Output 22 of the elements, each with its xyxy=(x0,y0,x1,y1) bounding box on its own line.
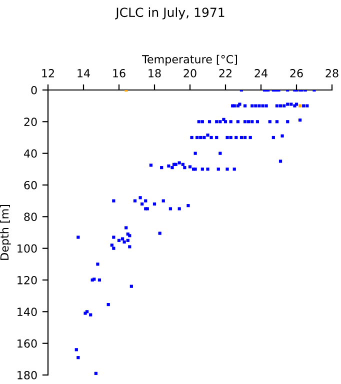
x-tick-label: 20 xyxy=(184,69,196,78)
y-tick-label: 0 xyxy=(31,86,37,94)
x-tick-label: 22 xyxy=(219,69,232,78)
y-tick-label: 120 xyxy=(18,276,37,284)
x-tick-label: 28 xyxy=(326,69,338,78)
y-tick-label: 20 xyxy=(24,118,37,126)
y-tick-label: 60 xyxy=(24,180,37,190)
x-axis-title: Temperature [°C] xyxy=(142,54,237,66)
y-axis-title: Depth [m] xyxy=(0,205,11,260)
x-tick-label: 24 xyxy=(254,69,268,78)
y-tick-label: 100 xyxy=(18,244,37,253)
x-tick-label: 18 xyxy=(148,69,161,78)
y-tick-label: 180 xyxy=(18,370,37,380)
y-tick-label: 80 xyxy=(24,212,37,222)
y-tick-label: 140 xyxy=(18,308,37,316)
x-tick-label: 12 xyxy=(42,69,54,78)
y-tick-label: 40 xyxy=(24,149,37,158)
x-tick-label: 16 xyxy=(113,69,126,78)
chart-title: JCLC in July, 1971 xyxy=(115,7,224,20)
x-tick-label: 26 xyxy=(290,69,303,78)
y-tick-label: 160 xyxy=(18,339,37,348)
x-tick-label: 14 xyxy=(78,69,90,78)
